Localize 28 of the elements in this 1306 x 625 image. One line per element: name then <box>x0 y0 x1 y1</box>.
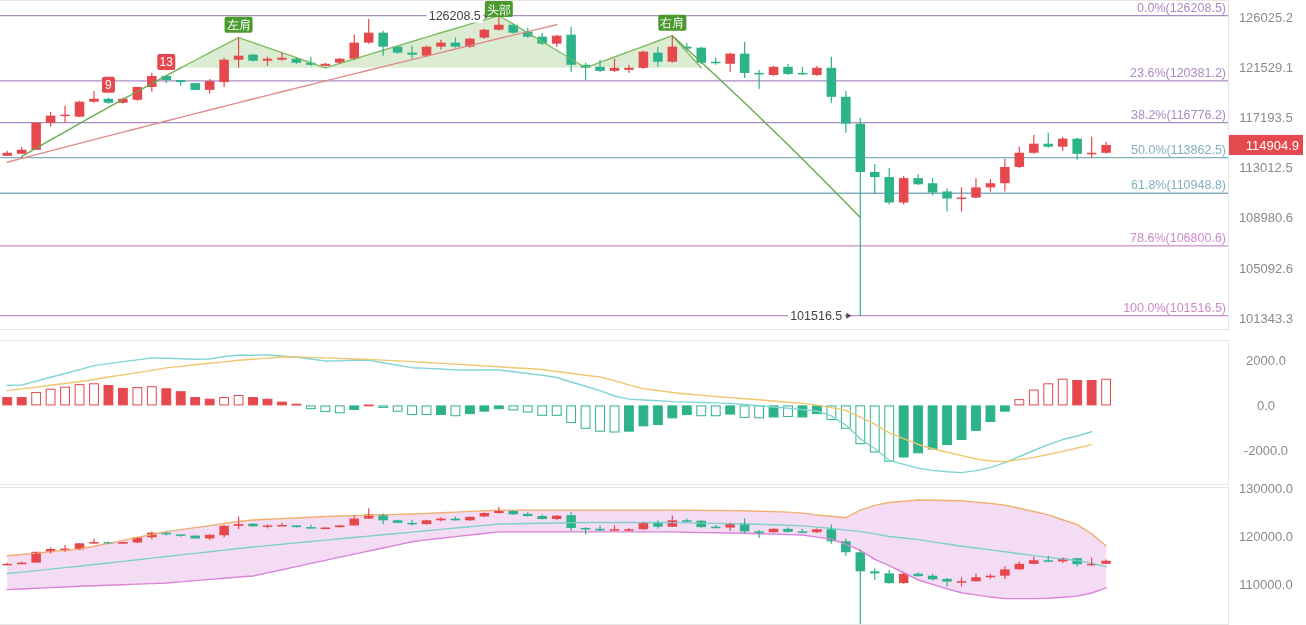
y-tick-label: 0.0 <box>1256 397 1276 413</box>
annotation: 左肩 <box>226 18 251 33</box>
y-tick-label: 105092.6 <box>1238 260 1294 276</box>
ref-line-label: 100.0%(101516.5) <box>1123 300 1226 315</box>
y-tick-label: 101343.3 <box>1238 310 1294 326</box>
ref-line-label: 50.0%(113862.5) <box>1131 142 1226 157</box>
ref-line-label: 0.0%(126208.5) <box>1137 0 1226 15</box>
annotation: 右肩 <box>660 16 685 31</box>
ref-line-label: 61.8%(110948.8) <box>1131 178 1226 193</box>
y-tick-label: 120000.0 <box>1238 528 1294 544</box>
annotation: 13 <box>159 55 174 70</box>
y-tick-label: 130000.0 <box>1238 481 1294 497</box>
ref-line-label: 38.2%(116776.2) <box>1131 107 1226 122</box>
y-tick-label: -2000.0 <box>1243 442 1289 458</box>
ref-line-label: 78.6%(106800.6) <box>1130 230 1226 245</box>
y-tick-label: 126025.2 <box>1238 10 1294 26</box>
ref-line-label: 23.6%(120381.2) <box>1130 65 1226 80</box>
y-tick-label: 121529.1 <box>1238 60 1294 76</box>
annotation: 头部 <box>486 2 511 17</box>
y-tick-label: 117193.5 <box>1239 110 1293 126</box>
annotation: 101516.5 <box>790 308 843 323</box>
y-tick-label: 2000.0 <box>1246 353 1286 369</box>
annotation: 9 <box>105 78 113 93</box>
text: 114904.9 <box>1245 137 1299 153</box>
y-tick-label: 108980.6 <box>1238 210 1294 226</box>
y-tick-label: 110000.0 <box>1239 576 1293 592</box>
annotation: 126208.5 <box>428 8 481 23</box>
y-tick-label: 113012.5 <box>1239 160 1293 176</box>
